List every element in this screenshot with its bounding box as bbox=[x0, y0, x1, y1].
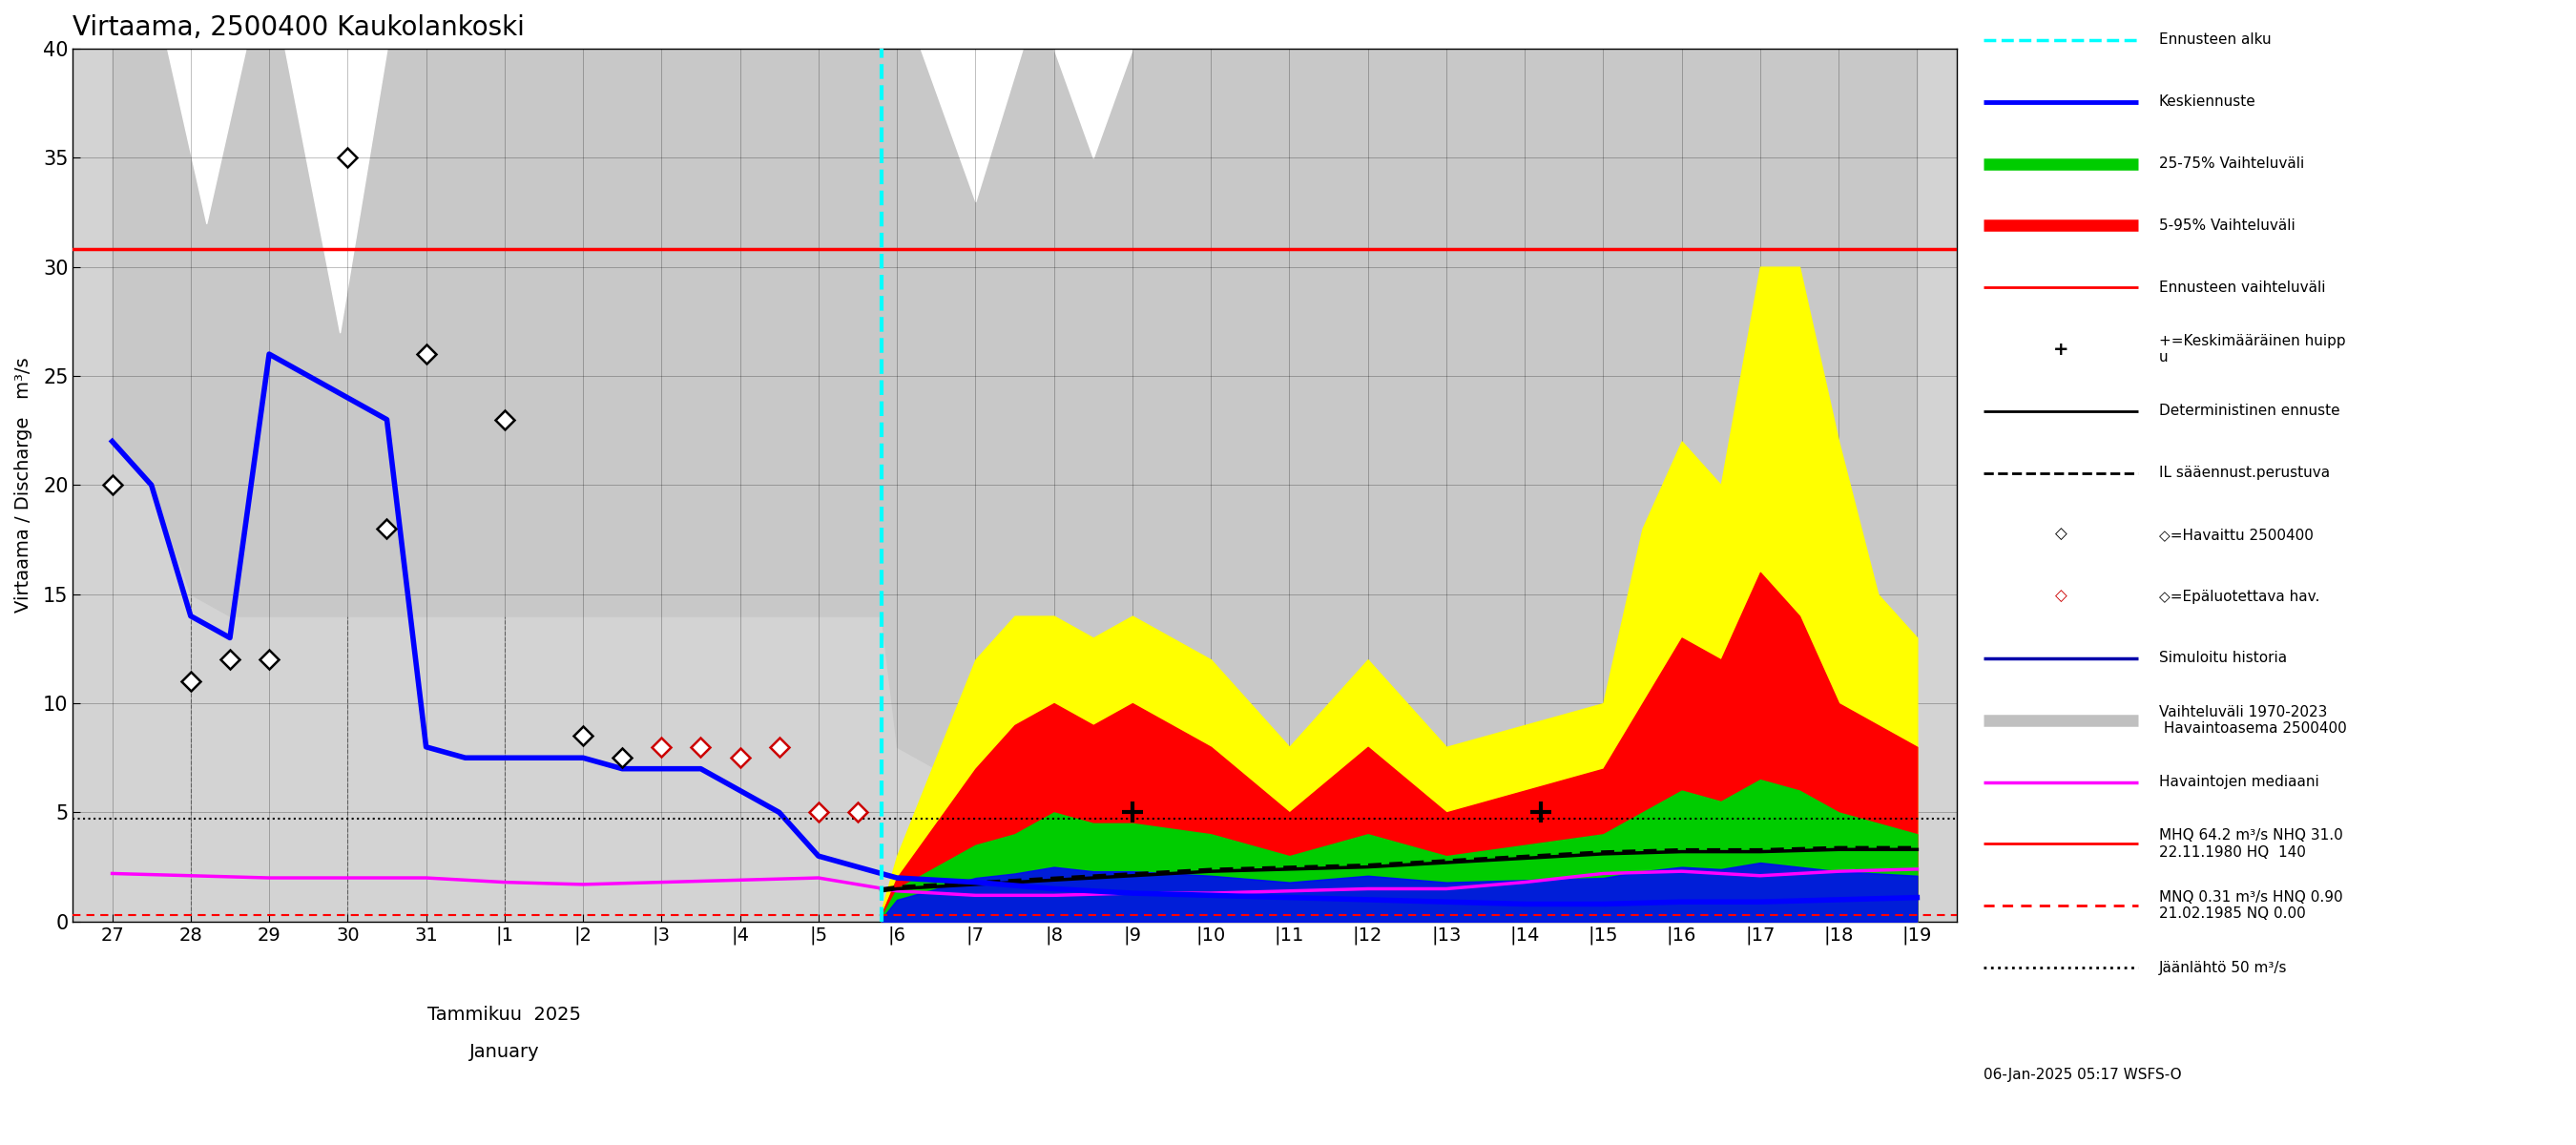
Text: IL sääennust.perustuva: IL sääennust.perustuva bbox=[2159, 466, 2329, 480]
Text: 5-95% Vaihteluväli: 5-95% Vaihteluväli bbox=[2159, 219, 2295, 232]
Text: ◇: ◇ bbox=[2056, 589, 2066, 605]
Text: ◇: ◇ bbox=[2056, 527, 2066, 544]
Text: Keskiennuste: Keskiennuste bbox=[2159, 95, 2257, 109]
Text: Deterministinen ennuste: Deterministinen ennuste bbox=[2159, 404, 2339, 418]
Text: January: January bbox=[469, 1042, 541, 1060]
Text: +: + bbox=[2053, 340, 2069, 358]
Text: Simuloitu historia: Simuloitu historia bbox=[2159, 652, 2287, 665]
Text: MHQ 64.2 m³/s NHQ 31.0
22.11.1980 HQ  140: MHQ 64.2 m³/s NHQ 31.0 22.11.1980 HQ 140 bbox=[2159, 829, 2342, 859]
Text: 06-Jan-2025 05:17 WSFS-O: 06-Jan-2025 05:17 WSFS-O bbox=[1984, 1067, 2182, 1082]
Text: ◇=Havaittu 2500400: ◇=Havaittu 2500400 bbox=[2159, 528, 2313, 542]
Text: MNQ 0.31 m³/s HNQ 0.90
21.02.1985 NQ 0.00: MNQ 0.31 m³/s HNQ 0.90 21.02.1985 NQ 0.0… bbox=[2159, 891, 2342, 921]
Text: ◇=Epäluotettava hav.: ◇=Epäluotettava hav. bbox=[2159, 590, 2318, 603]
Text: 25-75% Vaihteluväli: 25-75% Vaihteluväli bbox=[2159, 157, 2303, 171]
Text: Vaihteluväli 1970-2023
 Havaintoasema 2500400: Vaihteluväli 1970-2023 Havaintoasema 250… bbox=[2159, 704, 2347, 735]
Text: +​=Keskimääräinen huipp
u: +​=Keskimääräinen huipp u bbox=[2159, 334, 2344, 365]
Text: Tammikuu  2025: Tammikuu 2025 bbox=[428, 1005, 582, 1024]
Text: Ennusteen vaihteluväli: Ennusteen vaihteluväli bbox=[2159, 281, 2326, 294]
Y-axis label: Virtaama / Discharge   m³/s: Virtaama / Discharge m³/s bbox=[15, 357, 33, 613]
Text: Ennusteen alku: Ennusteen alku bbox=[2159, 33, 2272, 47]
Text: Jäänlähtö 50 m³/s: Jäänlähtö 50 m³/s bbox=[2159, 961, 2287, 974]
Text: Virtaama, 2500400 Kaukolankoski: Virtaama, 2500400 Kaukolankoski bbox=[72, 14, 526, 41]
Text: Havaintojen mediaani: Havaintojen mediaani bbox=[2159, 775, 2318, 789]
